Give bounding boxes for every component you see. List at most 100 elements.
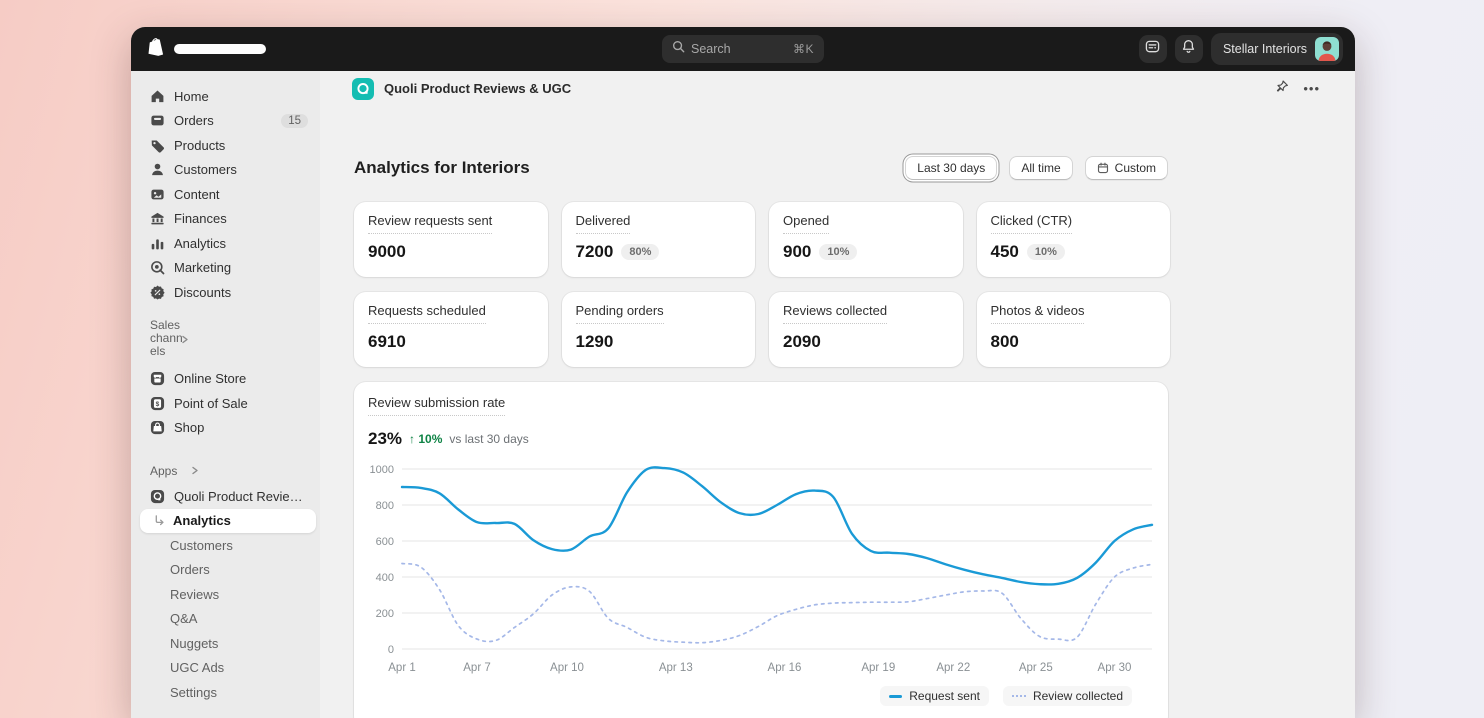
stat-value: 2090	[783, 332, 821, 352]
home-icon	[150, 89, 165, 104]
sidebar-subitem-ugc-ads[interactable]: UGC Ads	[131, 656, 320, 681]
stat-card-opened: Opened 90010%	[769, 202, 963, 277]
stat-label: Delivered	[576, 213, 631, 234]
sidebar-subitem-customers[interactable]: Customers	[131, 533, 320, 558]
sales-channels-header[interactable]: Sales channels	[131, 319, 320, 358]
svg-text:600: 600	[376, 536, 394, 548]
main-pane: Quoli Product Reviews & UGC ••• Analytic…	[320, 71, 1355, 718]
svg-text:Apr 19: Apr 19	[861, 662, 895, 674]
stat-card-reviews-collected: Reviews collected 2090	[769, 292, 963, 367]
stat-card-clicked-ctr: Clicked (CTR) 450 10%	[977, 202, 1171, 277]
stat-label: Pending orders	[576, 303, 664, 324]
sidebar-item-customers[interactable]: Customers	[131, 158, 320, 183]
stat-value: 450	[991, 242, 1019, 262]
sidebar-item-home[interactable]: Home	[131, 84, 320, 109]
chart-legend: Request sent Review collected	[368, 686, 1154, 706]
topbar-right: Stellar Interiors	[1139, 33, 1343, 65]
global-search[interactable]: ⌘K	[662, 35, 824, 63]
solid-line-swatch	[889, 695, 902, 698]
sidebar-item-content[interactable]: Content	[131, 182, 320, 207]
stat-label: Requests scheduled	[368, 303, 486, 324]
customers-icon	[150, 162, 165, 177]
dotted-line-swatch	[1012, 695, 1026, 697]
sidebar-item-discounts[interactable]: Discounts	[131, 280, 320, 305]
filter-custom[interactable]: Custom	[1085, 156, 1168, 180]
sidebar-item-finances[interactable]: Finances	[131, 207, 320, 232]
submission-rate-chart: 02004006008001000Apr 1Apr 7Apr 10Apr 13A…	[368, 457, 1154, 684]
marketing-icon	[150, 260, 165, 275]
page-title: Analytics for Interiors	[354, 158, 530, 178]
stat-badge: 10%	[1027, 244, 1065, 260]
apps-header[interactable]: Apps	[131, 460, 320, 482]
app-header: Quoli Product Reviews & UGC •••	[320, 71, 1355, 106]
stat-value: 9000	[368, 242, 406, 262]
stat-label: Opened	[783, 213, 829, 234]
finances-icon	[150, 211, 165, 226]
quoli-icon	[150, 489, 165, 504]
sidebar-item-shop[interactable]: Shop	[131, 416, 320, 441]
rate-delta: ↑ 10%	[409, 432, 442, 446]
stat-label: Photos & videos	[991, 303, 1085, 324]
sidebar-subitem-orders[interactable]: Orders	[131, 558, 320, 583]
svg-text:Apr 30: Apr 30	[1098, 662, 1132, 674]
stat-card-review-requests-sent: Review requests sent 9000	[354, 202, 548, 277]
stat-card-photos-videos: Photos & videos 800	[977, 292, 1171, 367]
sidebar-item-marketing[interactable]: Marketing	[131, 256, 320, 281]
store-switcher[interactable]: Stellar Interiors	[1211, 33, 1343, 65]
legend-request-sent[interactable]: Request sent	[880, 686, 989, 706]
stat-label: Review requests sent	[368, 213, 492, 234]
stat-value: 7200	[576, 242, 614, 262]
sidebar-item-point-of-sale[interactable]: $ Point of Sale	[131, 391, 320, 416]
svg-text:Apr 25: Apr 25	[1019, 662, 1053, 674]
sidebar-subitem-nuggets[interactable]: Nuggets	[131, 631, 320, 656]
store-name: Stellar Interiors	[1223, 42, 1307, 56]
svg-text:1000: 1000	[370, 464, 394, 476]
inbox-icon	[1145, 39, 1160, 59]
analytics-icon	[150, 236, 165, 251]
content-icon	[150, 187, 165, 202]
svg-text:200: 200	[376, 608, 394, 620]
sidebar-subitem-analytics[interactable]: Analytics	[140, 509, 316, 534]
svg-text:Apr 10: Apr 10	[550, 662, 584, 674]
discounts-icon	[150, 285, 165, 300]
filter-all-time[interactable]: All time	[1009, 156, 1072, 180]
inbox-button[interactable]	[1139, 35, 1167, 63]
app-title: Quoli Product Reviews & UGC	[384, 81, 571, 96]
shop-icon	[150, 420, 165, 435]
sidebar-item-quoli-app[interactable]: Quoli Product Reviews...	[131, 484, 320, 509]
sidebar-subitem-reviews[interactable]: Reviews	[131, 582, 320, 607]
sidebar-subitem-q-a[interactable]: Q&A	[131, 607, 320, 632]
content: Analytics for Interiors Last 30 days All …	[354, 156, 1168, 718]
notifications-button[interactable]	[1175, 35, 1203, 63]
chart-label: Review submission rate	[368, 395, 505, 416]
stat-label: Clicked (CTR)	[991, 213, 1073, 234]
orders-count-badge: 15	[281, 114, 308, 128]
legend-review-collected[interactable]: Review collected	[1003, 686, 1132, 706]
rate-value: 23%	[368, 429, 402, 449]
date-filters: Last 30 days All time Custom	[905, 156, 1168, 180]
store-logo-placeholder	[174, 44, 266, 54]
filter-last-30-days[interactable]: Last 30 days	[905, 156, 997, 180]
stat-value: 6910	[368, 332, 406, 352]
point-of-sale-icon: $	[150, 396, 165, 411]
products-icon	[150, 138, 165, 153]
sidebar-item-analytics[interactable]: Analytics	[131, 231, 320, 256]
sidebar-item-orders[interactable]: Orders15	[131, 109, 320, 134]
search-input[interactable]	[691, 42, 787, 56]
stat-value: 1290	[576, 332, 614, 352]
pin-button[interactable]	[1275, 79, 1289, 99]
sidebar-item-online-store[interactable]: Online Store	[131, 367, 320, 392]
submission-rate-card: Review submission rate 23% ↑ 10% vs last…	[354, 382, 1168, 718]
svg-text:Apr 7: Apr 7	[463, 662, 491, 674]
sidebar-subitem-settings[interactable]: Settings	[131, 680, 320, 705]
more-actions-button[interactable]: •••	[1303, 81, 1320, 96]
stat-label: Reviews collected	[783, 303, 887, 324]
apps-label: Apps	[150, 464, 177, 478]
svg-text:0: 0	[388, 644, 394, 656]
stat-card-requests-scheduled: Requests scheduled 6910	[354, 292, 548, 367]
topbar: ⌘K Stellar Interiors	[131, 27, 1355, 71]
shopify-logo[interactable]	[147, 36, 266, 62]
stat-badge: 10%	[819, 244, 857, 260]
quoli-app-icon	[352, 78, 374, 100]
sidebar-item-products[interactable]: Products	[131, 133, 320, 158]
